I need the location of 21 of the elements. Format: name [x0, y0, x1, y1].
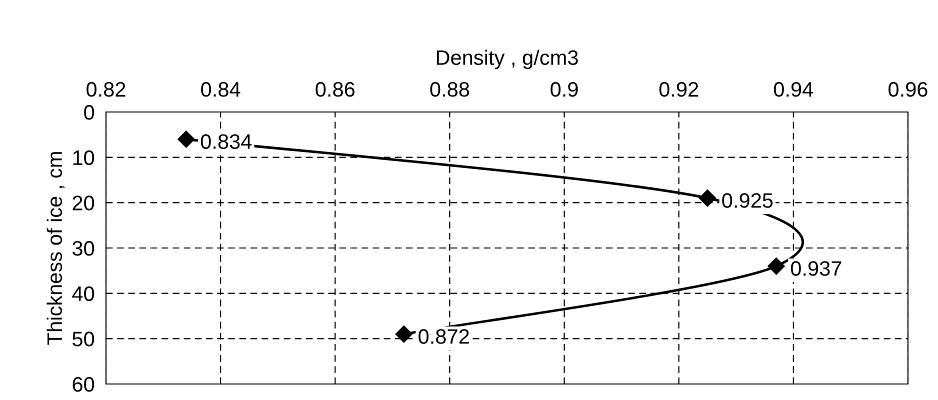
x-axis-title: Density , g/cm3: [436, 50, 578, 70]
x-tick-label: 0.84: [201, 82, 240, 97]
x-tick-label: 0.88: [430, 82, 470, 97]
data-label: 0.925: [722, 193, 773, 208]
y-tick-label: 20: [72, 196, 94, 210]
y-tick-label: 60: [72, 377, 94, 392]
y-tick-label: 30: [72, 241, 94, 256]
y-tick-label: 10: [73, 150, 94, 166]
y-tick-label: 40: [72, 286, 94, 302]
x-tick-label: 0.92: [659, 82, 698, 97]
x-tick-label: 0.9: [550, 82, 578, 97]
y-tick-label: 50: [72, 332, 94, 346]
data-label: 0.834: [200, 134, 252, 149]
data-label: 0.872: [418, 329, 469, 344]
y-tick-label: 0: [84, 105, 94, 120]
x-tick-label: 0.82: [86, 82, 126, 97]
x-tick-label: 0.94: [774, 82, 814, 97]
x-tick-label: 0.86: [316, 82, 354, 97]
data-label: 0.937: [790, 261, 842, 276]
x-tick-label: 0.96: [888, 82, 928, 97]
y-axis-title: Thickness of ice , cm: [46, 152, 64, 345]
